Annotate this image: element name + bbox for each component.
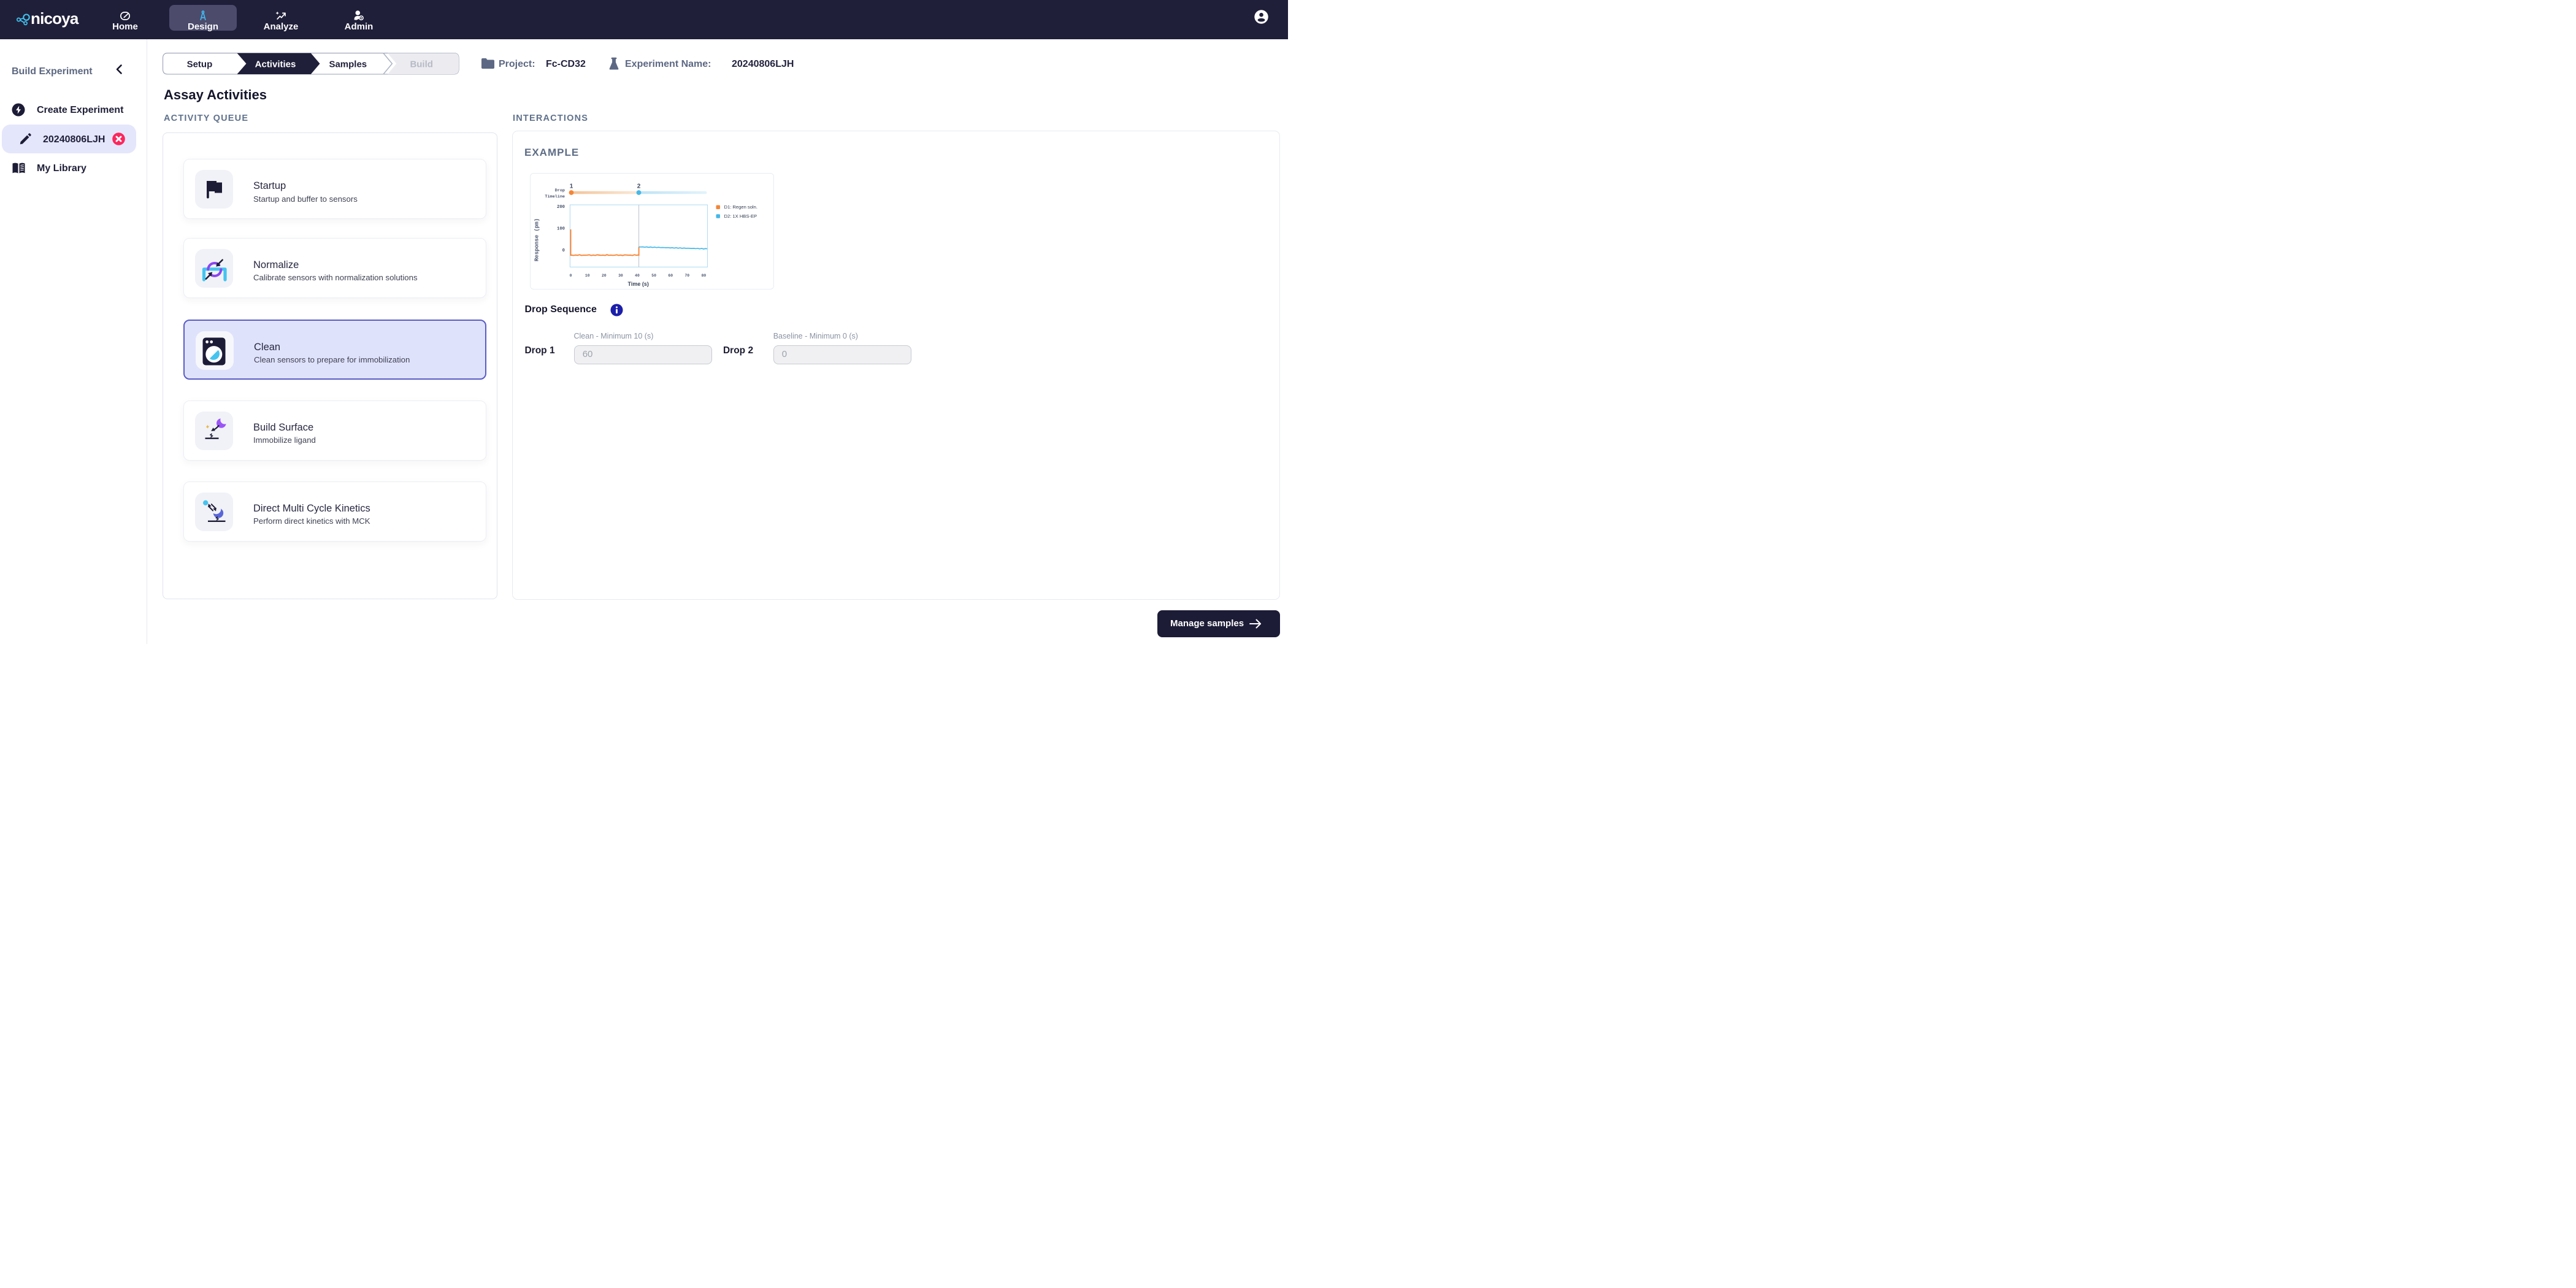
svg-text:0: 0 <box>570 274 572 278</box>
svg-text:30: 30 <box>618 274 623 278</box>
svg-text:Time (s): Time (s) <box>628 281 649 287</box>
svg-text:40: 40 <box>635 274 640 278</box>
svg-text:Activities: Activities <box>255 59 296 69</box>
svg-text:D1: Regen soln.: D1: Regen soln. <box>724 204 757 210</box>
svg-text:Drop: Drop <box>555 188 565 193</box>
svg-text:Build: Build <box>410 59 433 69</box>
svg-text:2: 2 <box>637 183 641 190</box>
svg-text:Response (pm): Response (pm) <box>534 218 540 261</box>
svg-text:50: 50 <box>651 274 656 278</box>
svg-text:Samples: Samples <box>329 59 367 69</box>
svg-text:80: 80 <box>702 274 707 278</box>
svg-text:Timeline: Timeline <box>545 194 565 199</box>
svg-text:Setup: Setup <box>187 59 213 69</box>
svg-text:1: 1 <box>570 183 573 190</box>
svg-text:60: 60 <box>668 274 673 278</box>
svg-text:0: 0 <box>562 248 565 253</box>
svg-text:10: 10 <box>585 274 590 278</box>
svg-text:20: 20 <box>602 274 607 278</box>
svg-text:D2: 1X HBS-EP: D2: 1X HBS-EP <box>724 213 757 219</box>
svg-text:200: 200 <box>557 205 565 210</box>
svg-text:70: 70 <box>684 274 689 278</box>
svg-text:100: 100 <box>557 227 565 232</box>
